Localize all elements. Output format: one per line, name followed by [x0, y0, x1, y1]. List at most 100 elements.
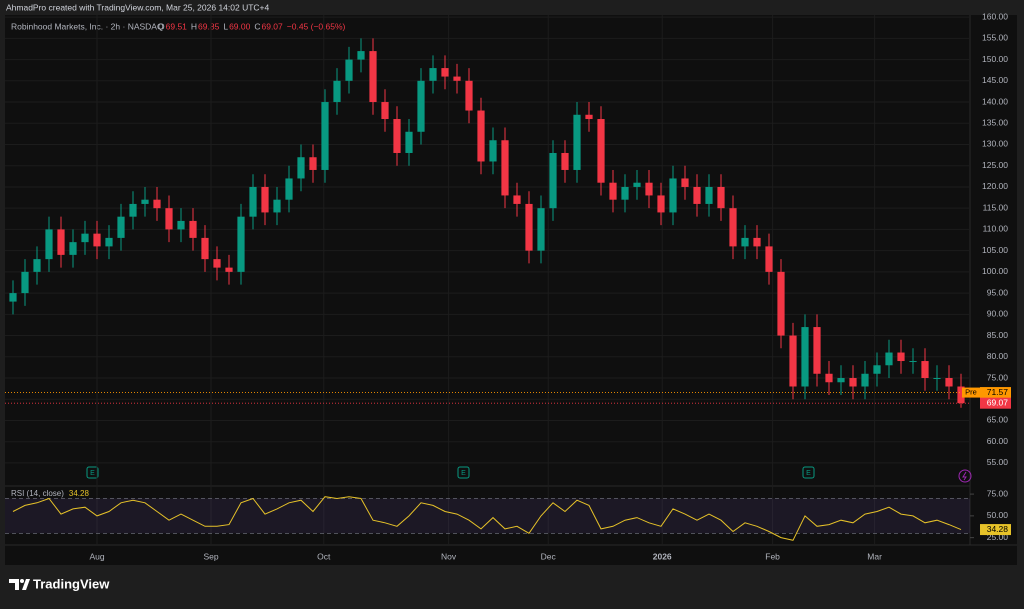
ohlc-label: O — [158, 21, 165, 31]
candle-body — [105, 237, 113, 247]
earnings-icon: E — [806, 470, 811, 477]
y-tick-label: 60.00 — [987, 436, 1009, 446]
ohlc-value: 69.00 — [229, 21, 251, 31]
candle-body — [381, 102, 389, 120]
x-tick-label: Mar — [867, 551, 882, 561]
earnings-icon: E — [461, 470, 466, 477]
candle-body — [237, 216, 245, 272]
candle-body — [849, 378, 857, 387]
candle-body — [729, 208, 737, 247]
brand: TradingView — [33, 576, 110, 591]
x-tick-label: Dec — [541, 551, 557, 561]
candle-body — [93, 233, 101, 247]
candle-body — [81, 233, 89, 243]
rsi-tick-label: 75.00 — [987, 488, 1009, 498]
logo-mark — [22, 579, 30, 590]
y-tick-label: 110.00 — [983, 224, 1009, 234]
y-tick-label: 55.00 — [987, 457, 1009, 467]
y-tick-label: 150.00 — [982, 54, 1008, 64]
y-tick-label: 95.00 — [987, 287, 1009, 297]
rsi-title: RSI (14, close) — [11, 489, 64, 498]
event-icon — [958, 469, 972, 483]
brand-logo: TradingView — [9, 576, 110, 591]
candle-body — [825, 373, 833, 383]
candle-body — [129, 203, 137, 217]
y-tick-label: 135.00 — [982, 118, 1008, 128]
rsi-tick-label: 50.00 — [987, 510, 1009, 520]
y-tick-label: 65.00 — [987, 415, 1009, 425]
pre-price-label: 71.57 — [987, 387, 1009, 397]
candle-body — [873, 365, 881, 374]
candle-body — [177, 220, 185, 230]
candle-body — [417, 80, 425, 132]
x-tick-label: Nov — [441, 551, 457, 561]
y-tick-label: 145.00 — [982, 75, 1008, 85]
candle-body — [705, 186, 713, 204]
candle-body — [885, 352, 893, 366]
candle-body — [585, 114, 593, 120]
candle-body — [405, 131, 413, 153]
rsi-line — [12, 496, 962, 541]
candle-body — [645, 182, 653, 196]
pre-tag — [962, 387, 980, 398]
candle-body — [621, 186, 629, 200]
y-tick-label: 115.00 — [983, 202, 1009, 212]
candle-body — [681, 178, 689, 187]
candle-body — [33, 259, 41, 272]
y-tick-label: 105.00 — [982, 245, 1008, 255]
candle-body — [693, 186, 701, 204]
candle-body — [189, 220, 197, 238]
ohlc-value: 69.85 — [198, 21, 220, 31]
candle-body — [21, 271, 29, 294]
candle-body — [549, 152, 557, 209]
candle-body — [69, 242, 77, 255]
candle-body — [309, 157, 317, 170]
candle-body — [921, 361, 929, 379]
y-tick-label: 140.00 — [982, 96, 1008, 106]
pre-price-box — [980, 387, 1011, 399]
x-tick-label: Sep — [203, 551, 218, 561]
candle-body — [333, 80, 341, 103]
candle-body — [225, 267, 233, 272]
legend: Robinhood Markets, Inc. · 2h · NASDAQ O 6… — [11, 21, 346, 31]
candle-body — [285, 178, 293, 200]
candle-body — [633, 182, 641, 187]
rsi-band — [5, 498, 970, 534]
y-tick-label: 160.00 — [982, 11, 1008, 21]
x-tick-label: Oct — [317, 551, 331, 561]
y-tick-label: 120.00 — [982, 181, 1008, 191]
candle-body — [861, 373, 869, 387]
candle-body — [789, 335, 797, 387]
candle-body — [45, 229, 53, 260]
candle-body — [213, 259, 221, 268]
symbol: Robinhood Markets, Inc. · 2h · NASDAQ — [11, 21, 164, 31]
last-price-label: 69.07 — [987, 397, 1009, 407]
x-tick-label: 2026 — [653, 551, 672, 561]
y-tick-label: 85.00 — [987, 330, 1009, 340]
pre-tag-label: Pre — [965, 388, 977, 397]
y-tick-label: 80.00 — [987, 351, 1009, 361]
ohlc-label: C — [254, 21, 260, 31]
candle-body — [249, 186, 257, 217]
earnings-icon: E — [90, 470, 95, 477]
y-tick-label: 125.00 — [982, 160, 1008, 170]
y-tick-label: 75.00 — [987, 372, 1009, 382]
candle-body — [165, 208, 173, 230]
candle-body — [489, 140, 497, 162]
candle-body — [813, 327, 821, 374]
candle-body — [597, 119, 605, 183]
earnings-icon — [802, 466, 815, 479]
y-tick-label: 130.00 — [982, 139, 1008, 149]
candle-body — [669, 178, 677, 213]
candle-body — [657, 195, 665, 213]
credit: AhmadPro created with TradingView.com, M… — [6, 2, 270, 12]
candle-body — [345, 59, 353, 81]
candle-body — [369, 51, 377, 103]
candle-body — [501, 140, 509, 196]
candle-body — [321, 102, 329, 170]
candle-body — [453, 76, 461, 81]
x-tick-label: Aug — [89, 551, 104, 561]
candle-body — [273, 199, 281, 213]
candle-body — [261, 186, 269, 213]
